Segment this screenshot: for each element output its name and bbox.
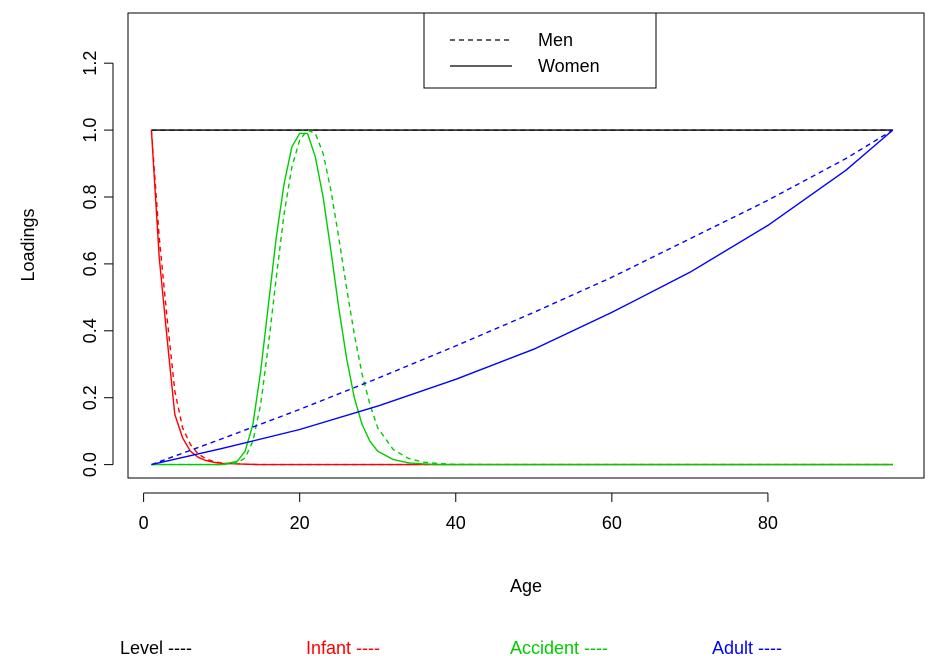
y-tick-label: 0.0 bbox=[80, 452, 100, 477]
legend-women-label: Women bbox=[538, 56, 600, 76]
y-tick-label: 0.8 bbox=[80, 184, 100, 209]
x-tick-label: 0 bbox=[139, 513, 149, 533]
legend-level-label: Level ---- bbox=[120, 638, 192, 656]
y-axis-label: Loadings bbox=[18, 208, 38, 281]
component-color-legend: Level ---- Infant ---- Accident ---- Adu… bbox=[120, 638, 782, 656]
x-axis: 0 20 40 60 80 bbox=[139, 492, 778, 533]
legend-box bbox=[423, 12, 657, 89]
y-tick-label: 0.4 bbox=[80, 318, 100, 343]
y-tick-label: 0.6 bbox=[80, 251, 100, 276]
legend-accident-label: Accident ---- bbox=[510, 638, 608, 656]
line-style-legend: Men Women bbox=[423, 12, 657, 89]
series-adult-women bbox=[151, 129, 894, 466]
y-tick-label: 1.2 bbox=[80, 51, 100, 76]
series-accident-women bbox=[151, 132, 893, 466]
x-axis-label: Age bbox=[510, 576, 542, 596]
series-adult-men bbox=[151, 129, 894, 466]
x-tick-label: 40 bbox=[446, 513, 466, 533]
legend-men-label: Men bbox=[538, 30, 573, 50]
legend-adult-label: Adult ---- bbox=[712, 638, 782, 656]
series-infant-women bbox=[150, 130, 893, 466]
legend-infant-label: Infant ---- bbox=[306, 638, 380, 656]
x-tick-label: 60 bbox=[602, 513, 622, 533]
series-infant-men bbox=[150, 130, 893, 466]
x-tick-label: 20 bbox=[290, 513, 310, 533]
y-tick-label: 1.0 bbox=[80, 118, 100, 143]
series-accident-men bbox=[151, 129, 893, 466]
x-tick-label: 80 bbox=[758, 513, 778, 533]
series-layer bbox=[150, 129, 894, 466]
y-axis: 0.0 0.2 0.4 0.6 0.8 1.0 1.2 bbox=[80, 51, 114, 477]
y-tick-label: 0.2 bbox=[80, 385, 100, 410]
